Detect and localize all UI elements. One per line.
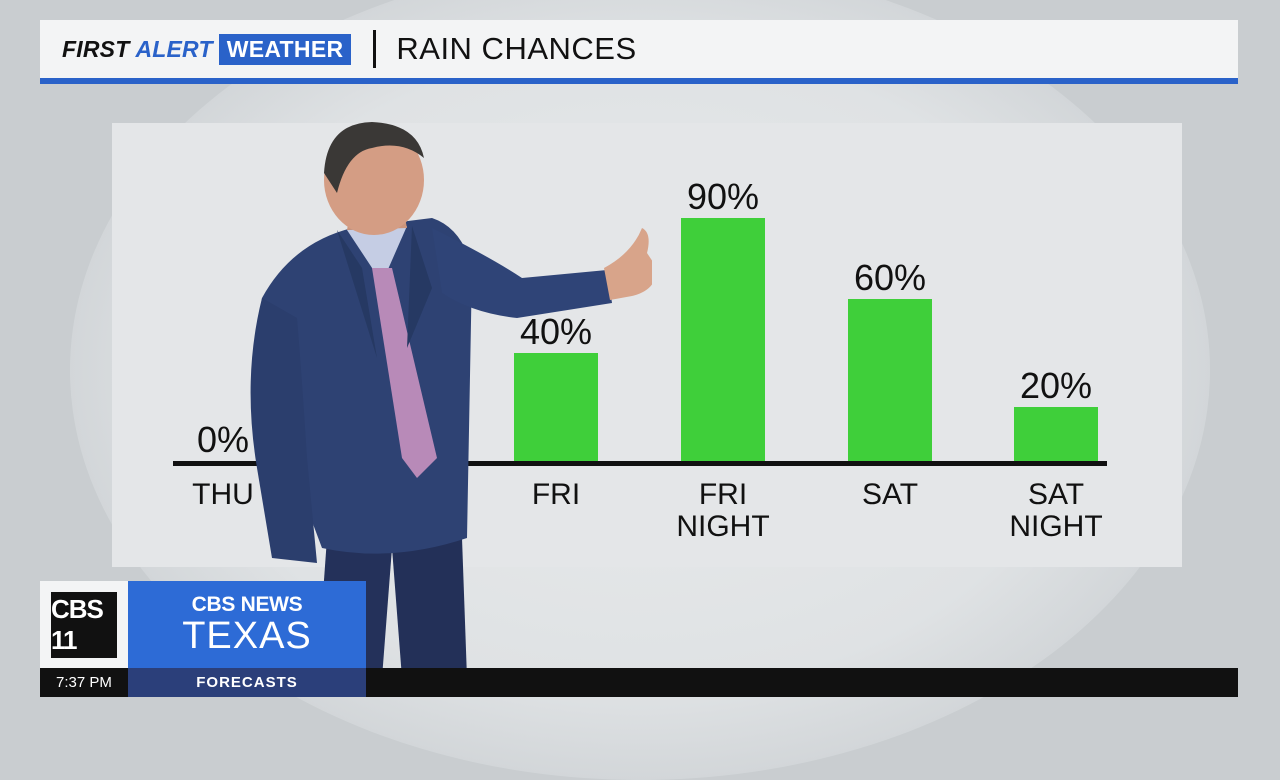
category-label-1: FRI [532, 478, 580, 511]
presenter-figure [250, 122, 652, 678]
value-label-3: 60% [854, 257, 926, 298]
category-label-2-line-0: FRI [699, 478, 747, 511]
network-bug: CBS NEWS TEXAS [128, 581, 366, 668]
category-label-3: SAT [862, 478, 918, 511]
brand-weather: WEATHER [218, 33, 352, 65]
station-logo: CBS 11 [40, 581, 128, 668]
category-label-0-line-0: THU [192, 478, 254, 511]
brand-alert: ALERT [135, 35, 213, 62]
bar-4 [1014, 407, 1098, 461]
region-name: TEXAS [182, 615, 312, 657]
bar-3 [848, 299, 932, 461]
value-label-4: 20% [1020, 365, 1092, 406]
category-label-2-line-1: NIGHT [676, 510, 769, 543]
clock-time: 7:37 PM [56, 674, 112, 691]
page-title: RAIN CHANCES [396, 31, 637, 66]
category-label-0: THU [192, 478, 254, 511]
category-label-4-line-0: SAT [1028, 478, 1084, 511]
lower-ticker: 7:37 PM FORECASTS [40, 668, 1238, 697]
category-label-4-line-1: NIGHT [1009, 510, 1102, 543]
value-label-0: 0% [197, 419, 249, 460]
brand-first: FIRST ALERT [62, 35, 213, 62]
category-label-2: FRI NIGHT [676, 478, 769, 543]
value-label-2: 90% [687, 176, 759, 217]
bar-1 [514, 353, 598, 461]
category-label-1-line-0: FRI [532, 478, 580, 511]
category-label-3-line-0: SAT [862, 478, 918, 511]
value-label-1: 40% [520, 311, 592, 352]
category-label-4: SAT NIGHT [1009, 478, 1102, 543]
bar-2 [681, 218, 765, 461]
title-banner: FIRST ALERT WEATHER RAIN CHANCES [40, 20, 1238, 84]
network-name: CBS NEWS [191, 593, 303, 616]
x-axis-line [173, 461, 1107, 466]
banner-divider [373, 30, 377, 68]
cbs-eye-logo: CBS 11 [51, 591, 117, 658]
segment-label: FORECASTS [128, 668, 366, 697]
